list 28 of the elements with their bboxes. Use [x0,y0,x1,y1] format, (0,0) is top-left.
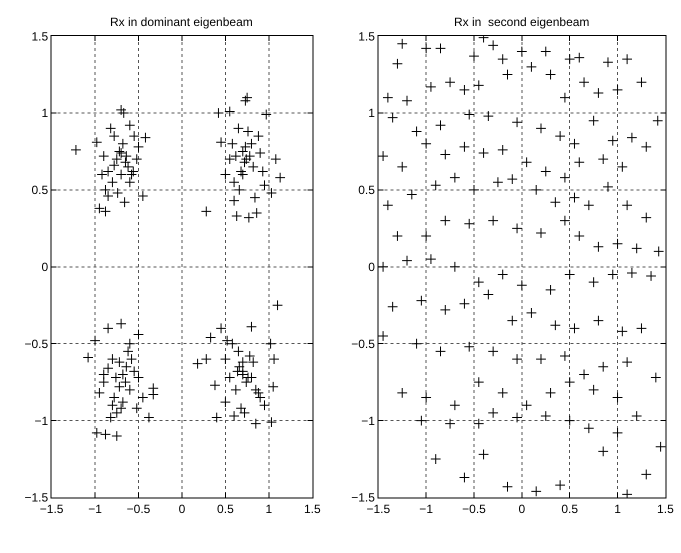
y-tick-label: −1 [34,414,49,428]
x-tick-label: 0 [518,502,526,516]
x-tick-label: −0.5 [126,502,151,516]
y-tick-label: 0.5 [358,183,376,198]
x-tick-label: −1 [419,502,434,516]
x-tick-label: 1 [266,502,273,516]
y-tick-label: 0 [42,260,49,274]
x-tick-label: 1 [614,502,622,516]
x-tick-label: 0.5 [217,502,234,516]
y-tick-label: 1.5 [32,29,49,44]
y-tick-label: −1.5 [24,490,49,505]
chart-title: Rx in second eigenbeam [454,15,590,29]
x-tick-label: 1.5 [304,502,321,516]
y-tick-label: 1 [42,106,49,120]
y-tick-label: 0.5 [32,183,49,198]
x-tick-label: 0.5 [561,502,578,516]
y-tick-label: −1 [361,414,376,428]
y-tick-label: 1.5 [358,29,376,44]
y-tick-label: 0 [368,260,376,274]
x-tick-label: −0.5 [462,502,486,516]
x-tick-label: −1 [88,502,102,516]
y-tick-label: −0.5 [351,336,376,351]
x-tick-label: 0 [178,502,186,516]
chart-title: Rx in dominant eigenbeam [110,15,253,29]
y-tick-label: −1.5 [351,490,376,505]
y-tick-label: 1 [368,106,376,120]
y-tick-label: −0.5 [24,336,49,351]
x-tick-label: 1.5 [657,502,674,516]
